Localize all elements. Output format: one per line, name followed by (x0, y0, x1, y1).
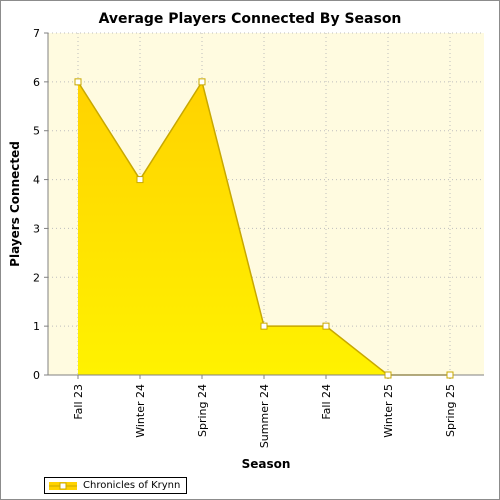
legend-label: Chronicles of Krynn (83, 480, 181, 491)
x-tick-label: Fall 24 (320, 384, 333, 420)
legend-marker-icon (49, 481, 77, 490)
series-markers (74, 78, 454, 379)
data-point-marker (384, 371, 392, 379)
y-axis-title: Players Connected (8, 141, 22, 267)
y-tick-label: 3 (33, 222, 40, 235)
y-tick-label: 6 (33, 76, 40, 89)
y-tick-label: 5 (33, 125, 40, 138)
x-tick-label: Spring 24 (196, 384, 209, 437)
data-point-marker (74, 78, 82, 86)
axes (44, 32, 484, 379)
data-point-marker (322, 322, 330, 330)
tick-labels: 0 1 2 3 4 5 6 7 Fall 23 Winter 24 Spring 24 Summer … (33, 27, 457, 448)
x-tick-label: Fall 23 (72, 384, 85, 420)
x-axis-title: Season (242, 457, 291, 471)
data-point-marker (198, 78, 206, 86)
x-tick-label: Winter 24 (134, 384, 147, 438)
data-point-marker (446, 371, 454, 379)
x-tick-label: Spring 25 (444, 384, 457, 437)
y-tick-label: 1 (33, 320, 40, 333)
series-area (78, 81, 450, 375)
legend: Chronicles of Krynn (44, 477, 188, 494)
data-point-marker (136, 176, 144, 184)
y-tick-label: 4 (33, 174, 40, 187)
x-tick-label: Winter 25 (382, 384, 395, 438)
x-tick-label: Summer 24 (258, 384, 271, 448)
legend-swatch (49, 481, 77, 491)
chart-title: Average Players Connected By Season (99, 11, 402, 27)
y-tick-label: 2 (33, 271, 40, 284)
y-tick-label: 0 (33, 369, 40, 382)
data-point-marker (260, 322, 268, 330)
y-tick-label: 7 (33, 27, 40, 40)
